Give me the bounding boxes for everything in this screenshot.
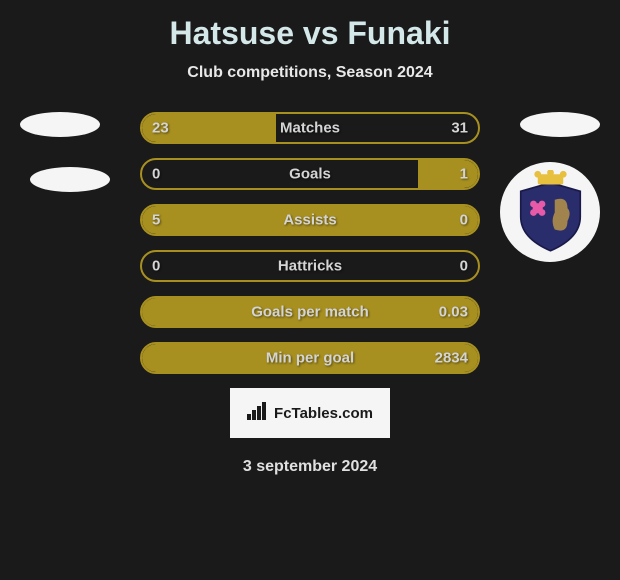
stat-label: Hattricks xyxy=(278,258,342,275)
stat-label: Goals xyxy=(289,166,331,183)
footer-date: 3 september 2024 xyxy=(0,458,620,476)
stat-label: Matches xyxy=(280,120,340,137)
stat-value-right: 31 xyxy=(451,120,468,137)
stat-rows-container: 23 Matches 31 0 Goals 1 5 Assists 0 0 Hattricks 0 Go… xyxy=(140,112,480,374)
chart-icon xyxy=(247,402,269,424)
stat-value-right: 1 xyxy=(460,166,468,183)
stats-area: 23 Matches 31 0 Goals 1 5 Assists 0 0 Hattricks 0 Go… xyxy=(0,112,620,374)
stat-row: 5 Assists 0 xyxy=(140,204,480,236)
team-shield-icon xyxy=(508,170,593,255)
stat-row: Min per goal 2834 xyxy=(140,342,480,374)
stat-label: Min per goal xyxy=(266,350,354,367)
footer-brand-text: FcTables.com xyxy=(274,405,373,422)
stat-value-left: 5 xyxy=(152,212,160,229)
stat-row: 0 Hattricks 0 xyxy=(140,250,480,282)
stat-label: Goals per match xyxy=(251,304,369,321)
player-left-avatar-1 xyxy=(20,112,100,137)
page-title: Hatsuse vs Funaki xyxy=(0,15,620,52)
stat-row: 23 Matches 31 xyxy=(140,112,480,144)
stat-label: Assists xyxy=(283,212,336,229)
stat-value-right: 0.03 xyxy=(439,304,468,321)
stat-row: Goals per match 0.03 xyxy=(140,296,480,328)
stat-value-left: 0 xyxy=(152,258,160,275)
stat-value-right: 0 xyxy=(460,258,468,275)
stat-value-left: 0 xyxy=(152,166,160,183)
player-right-avatar-1 xyxy=(520,112,600,137)
stat-value-right: 2834 xyxy=(435,350,468,367)
footer-brand-logo[interactable]: FcTables.com xyxy=(230,388,390,438)
stat-value-left: 23 xyxy=(152,120,169,137)
player-left-avatar-2 xyxy=(30,167,110,192)
stat-value-right: 0 xyxy=(460,212,468,229)
comparison-widget: Hatsuse vs Funaki Club competitions, Sea… xyxy=(0,0,620,486)
stat-row: 0 Goals 1 xyxy=(140,158,480,190)
stat-fill-right xyxy=(418,160,478,188)
page-subtitle: Club competitions, Season 2024 xyxy=(0,64,620,82)
team-right-logo-container xyxy=(500,162,600,262)
